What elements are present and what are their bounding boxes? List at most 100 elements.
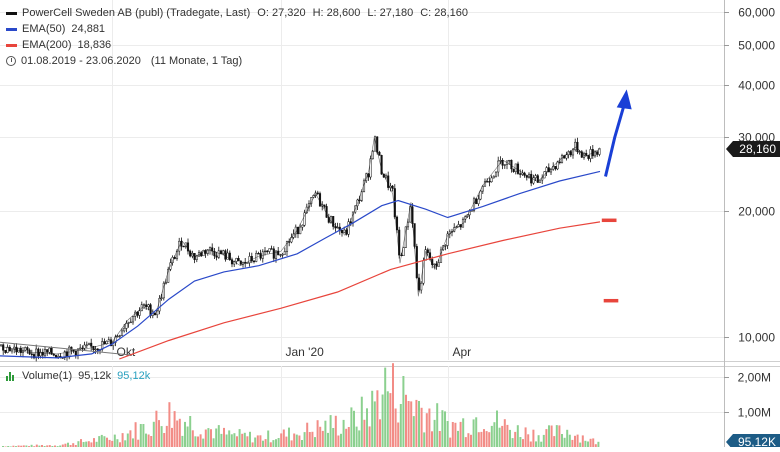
time-tick-label: Apr: [453, 345, 472, 359]
volume-bar: [516, 425, 519, 447]
candle-body: [0, 344, 3, 346]
volume-bar: [158, 420, 160, 447]
candle-body: [208, 247, 212, 251]
volume-bar: [446, 421, 449, 447]
candle-body: [492, 175, 495, 179]
volume-bar: [563, 437, 566, 447]
ema200-swatch: [6, 43, 17, 47]
volume-bar: [243, 432, 246, 447]
volume-bar: [77, 441, 80, 447]
volume-bar: [129, 430, 132, 447]
candle-body: [50, 347, 53, 355]
candle-body: [426, 249, 429, 253]
volume-bar: [561, 434, 563, 447]
volume-bar: [571, 439, 574, 447]
volume-bar: [441, 410, 444, 447]
volume-bar: [459, 421, 462, 447]
candle-body: [186, 242, 190, 252]
price-tick-label: 20,000: [738, 205, 775, 219]
volume-bar: [163, 433, 166, 447]
volume-bar: [116, 439, 119, 447]
volume-bar: [254, 437, 257, 447]
volume-bar: [233, 433, 236, 447]
candle-body: [4, 350, 7, 353]
candle-body: [446, 233, 449, 246]
volume-bar: [418, 401, 420, 447]
candle-body: [81, 347, 84, 350]
volume-bar: [394, 408, 397, 447]
volume-bar: [337, 435, 340, 447]
candle-body: [272, 248, 275, 259]
volume-bar: [457, 430, 459, 447]
volume-bar: [386, 391, 389, 447]
volume-bar: [303, 432, 306, 447]
candle-body: [490, 177, 493, 183]
volume-bar: [542, 434, 545, 447]
volume-bars-icon: [6, 371, 18, 381]
volume-bar: [532, 429, 535, 447]
volume-bar: [464, 437, 467, 447]
candle-body: [237, 258, 240, 262]
volume-bar: [85, 441, 88, 447]
volume-bar: [467, 433, 470, 447]
candle-body: [153, 312, 157, 316]
price-tick-label: 60,000: [738, 6, 775, 20]
candle-body: [536, 175, 539, 183]
volume-bar: [548, 425, 550, 447]
date-range-detail: (11 Monate, 1 Tag): [150, 55, 243, 67]
volume-bar: [485, 431, 488, 447]
candle-body: [127, 322, 130, 324]
candle-body: [387, 175, 390, 188]
volume-bar: [519, 437, 522, 447]
ema50-swatch: [6, 27, 17, 31]
volume-bar: [345, 428, 348, 447]
volume-bar: [111, 440, 114, 447]
candle-body: [147, 304, 150, 308]
candle-body: [283, 251, 286, 255]
volume-bar: [451, 422, 454, 447]
candle-body: [384, 175, 388, 178]
candle-body: [541, 177, 544, 181]
volume-bar: [98, 436, 101, 447]
volume-bar: [574, 435, 576, 447]
volume-bar: [420, 407, 423, 447]
candle-body: [393, 188, 396, 218]
volume-bar: [511, 438, 514, 447]
volume-bar: [197, 436, 199, 447]
ohlc-open: O: 27,320: [257, 7, 306, 19]
volume-bar: [277, 438, 280, 447]
candle-body: [318, 193, 322, 207]
candle-body: [230, 259, 234, 265]
volume-bar: [181, 435, 184, 447]
candle-body: [270, 248, 273, 250]
time-tick-label: Okt: [117, 345, 136, 359]
volume-bar: [428, 408, 431, 447]
volume-bar: [319, 426, 322, 447]
price-line: [0, 137, 601, 355]
candle-body: [549, 169, 553, 173]
candle-body: [587, 155, 590, 159]
candle-body: [103, 341, 106, 345]
volume-bar: [41, 445, 43, 447]
candle-body: [246, 262, 249, 264]
volume-bar: [199, 434, 202, 447]
candle-body: [156, 310, 159, 316]
candle-body: [571, 149, 575, 156]
volume-legend: Volume(1) 95,12k 95,12k: [6, 370, 150, 382]
volume-bar: [412, 416, 415, 447]
candle-body: [437, 262, 440, 267]
candle-body: [107, 339, 110, 342]
volume-bar: [366, 408, 368, 447]
volume-bar: [173, 411, 176, 447]
candle-body: [316, 192, 319, 194]
volume-bar: [402, 376, 405, 447]
candle-body: [479, 190, 482, 200]
volume-bar: [95, 441, 98, 447]
candle-body: [334, 226, 337, 229]
projection-arrow: [604, 98, 628, 177]
ema50-value: 24,881: [71, 23, 106, 35]
chart-title: PowerCell Sweden AB (publ) (Tradegate, L…: [22, 7, 251, 19]
volume-bar: [529, 441, 532, 447]
volume-bar: [132, 438, 134, 447]
candle-body: [72, 349, 75, 352]
